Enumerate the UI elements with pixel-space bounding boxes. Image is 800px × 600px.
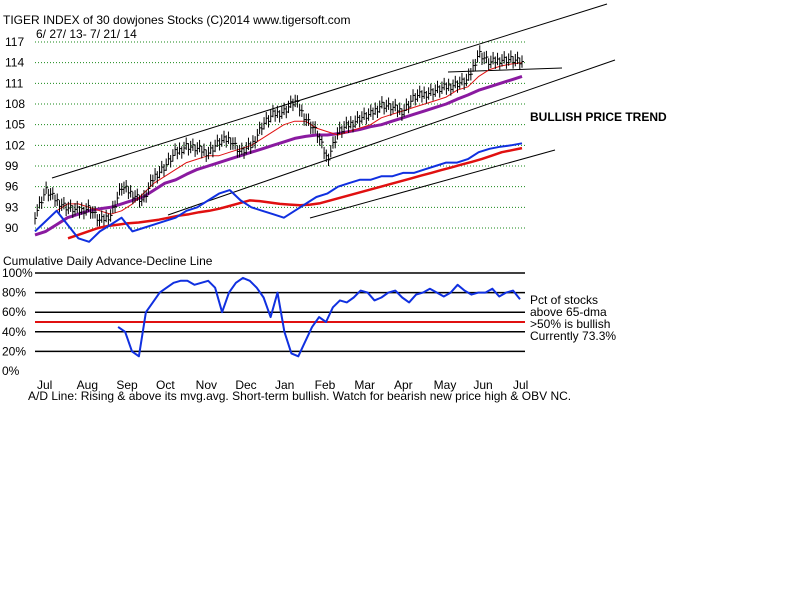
x-tick-label: Jan xyxy=(275,378,294,392)
x-tick-label: Jul xyxy=(513,378,528,392)
channel-trendline xyxy=(167,59,616,216)
channel-trendline xyxy=(309,149,556,219)
x-tick-label: Oct xyxy=(156,378,175,392)
x-tick-label: Sep xyxy=(116,378,138,392)
x-tick-label: Apr xyxy=(394,378,413,392)
lower-panel-title: Cumulative Daily Advance-Decline Line xyxy=(3,254,213,268)
y-tick-label: 105 xyxy=(5,118,25,132)
series-layer xyxy=(34,45,524,358)
long-moving-average-line xyxy=(34,74,523,237)
channel-trendlines xyxy=(51,3,616,219)
short-moving-average-line xyxy=(34,62,523,232)
y-tick-label-pct: 20% xyxy=(2,344,26,358)
y-tick-label: 99 xyxy=(5,159,19,173)
price-bars xyxy=(34,45,524,227)
x-tick-label: May xyxy=(434,378,457,392)
channel-trendline xyxy=(447,67,563,73)
chart-date-range: 6/ 27/ 13- 7/ 21/ 14 xyxy=(36,27,137,41)
y-tick-label: 108 xyxy=(5,97,25,111)
ad-moving-average-line xyxy=(67,146,523,240)
pct-label-line2: above 65-dma xyxy=(530,305,607,319)
y-tick-label: 90 xyxy=(5,221,19,235)
y-tick-label: 117 xyxy=(5,35,24,49)
upper-gridlines xyxy=(35,41,525,229)
bullish-rule-label: >50% is bullish xyxy=(530,317,610,331)
axis-labels: 90 93 96 99 102 105 108 111 114 117 0% 20% 40% 60% 80%… xyxy=(2,35,528,392)
y-tick-label: 102 xyxy=(5,138,25,152)
x-tick-label: Jun xyxy=(473,378,492,392)
x-tick-label: Feb xyxy=(315,378,336,392)
current-value-label: Currently 73.3% xyxy=(530,329,616,343)
trend-annotation: BULLISH PRICE TREND xyxy=(530,110,667,124)
pct-above-65dma-line xyxy=(117,276,521,358)
footer-commentary: A/D Line: Rising & above its mvg.avg. Sh… xyxy=(28,389,571,403)
y-tick-label-pct: 60% xyxy=(2,305,26,319)
y-tick-label-pct: 80% xyxy=(2,286,26,300)
x-tick-label: Aug xyxy=(77,378,98,392)
x-tick-label: Dec xyxy=(235,378,256,392)
channel-trendline xyxy=(51,3,608,179)
y-tick-label-pct: 0% xyxy=(2,364,20,378)
ad-line xyxy=(34,142,523,243)
y-tick-label-pct: 40% xyxy=(2,325,26,339)
x-tick-label: Jul xyxy=(37,378,52,392)
y-tick-label: 111 xyxy=(5,76,24,90)
x-tick-label: Nov xyxy=(196,378,217,392)
y-tick-label: 93 xyxy=(5,200,19,214)
pct-label-line1: Pct of stocks xyxy=(530,293,598,307)
y-tick-label-pct: 100% xyxy=(2,266,33,280)
y-tick-label: 114 xyxy=(5,56,24,70)
x-tick-label: Mar xyxy=(354,378,375,392)
lower-gridlines xyxy=(35,272,525,353)
y-tick-label: 96 xyxy=(5,180,19,194)
chart-title: TIGER INDEX of 30 dowjones Stocks (C)201… xyxy=(3,13,350,27)
